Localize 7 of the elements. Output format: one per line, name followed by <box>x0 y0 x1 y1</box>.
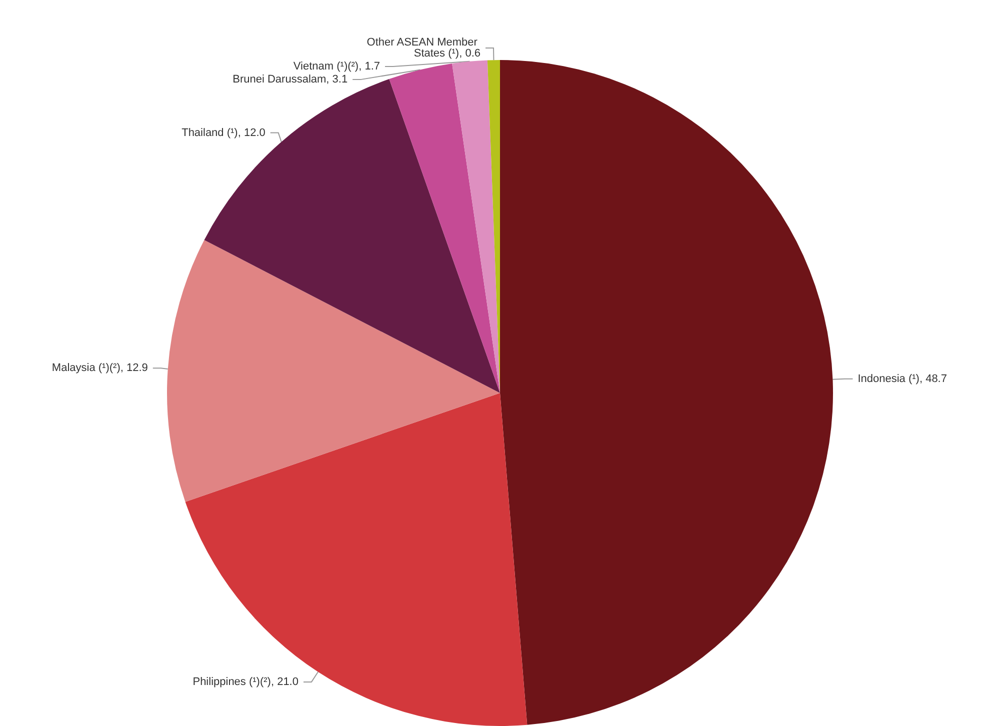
slice-label: Malaysia (¹)(²), 12.9 <box>52 362 148 374</box>
slice-label: Brunei Darussalam, 3.1 <box>232 74 348 86</box>
slice-label: Indonesia (¹), 48.7 <box>858 372 947 385</box>
slice-label: Vietnam (¹)(²), 1.7 <box>293 60 380 73</box>
slice-label: Philippines (¹)(²), 21.0 <box>192 676 298 688</box>
slice-label: Thailand (¹), 12.0 <box>182 126 266 139</box>
slice-label: Other ASEAN Member States (¹), 0.6 <box>366 36 480 60</box>
